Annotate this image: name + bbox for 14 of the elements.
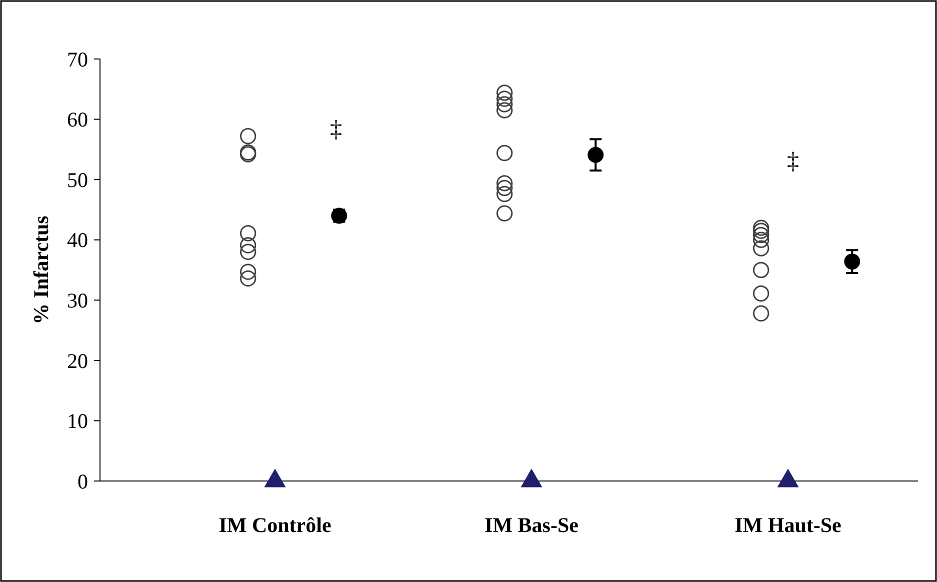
y-axis-title: % Infarctus (29, 216, 53, 324)
x-tick-label: IM Contrôle (218, 513, 332, 537)
y-tick-label: 50 (67, 168, 88, 192)
y-tick-label: 40 (67, 228, 88, 252)
y-tick-label: 60 (67, 108, 88, 132)
annotation: ‡ (330, 116, 342, 142)
x-tick-label: IM Bas-Se (484, 513, 578, 537)
annotation: ‡ (787, 148, 799, 174)
y-tick-label: 30 (67, 288, 88, 312)
y-tick-label: 10 (67, 409, 88, 434)
y-tick-label: 20 (67, 348, 88, 373)
y-tick-label: 0 (78, 469, 88, 494)
y-tick-label: 70 (67, 47, 88, 72)
x-tick-label: IM Haut-Se (734, 513, 842, 537)
